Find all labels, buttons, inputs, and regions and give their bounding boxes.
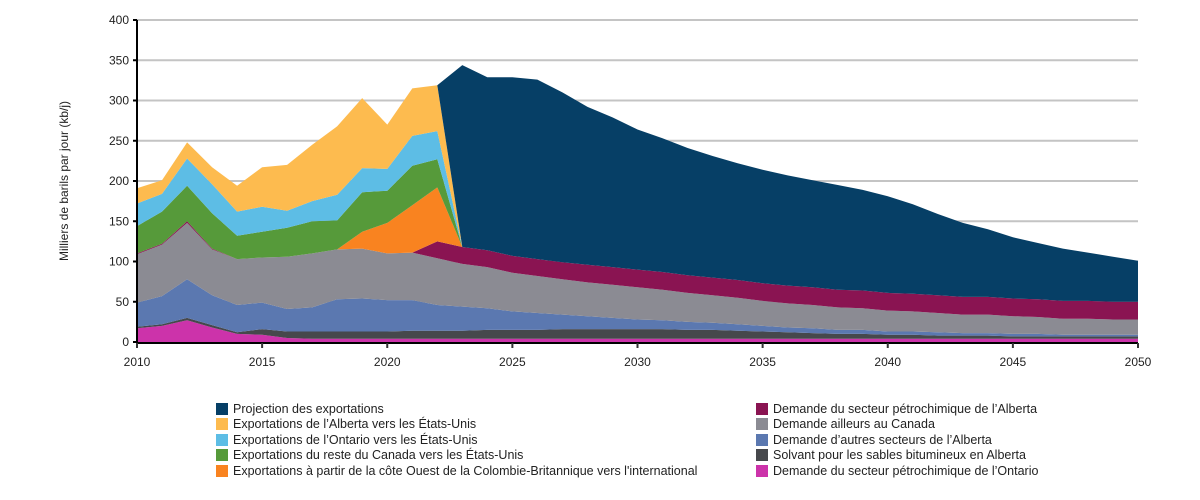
area-projection-des-exportations (137, 65, 1138, 302)
y-tick-label: 200 (109, 174, 129, 188)
legend-item: Exportations de l’Alberta vers les États… (216, 417, 697, 433)
legend-swatch (216, 418, 228, 431)
legend-column-1: Projection des exportations Exportations … (216, 401, 697, 479)
legend-item: Demande d’autres secteurs de l’Alberta (756, 432, 1038, 448)
legend-item: Exportations à partir de la côte Ouest d… (216, 463, 697, 479)
area-layers (137, 65, 1138, 342)
legend-label: Demande du secteur pétrochimique de l’Al… (773, 401, 1038, 416)
legend-item: Solvant pour les sables bitumineux en Al… (756, 448, 1038, 464)
stacked-area-chart: 0 50 100 150 200 250 300 350 400 2010 2015 2020 202… (57, 13, 1152, 369)
legend-swatch (756, 464, 768, 477)
legend-label: Solvant pour les sables bitumineux en Al… (773, 448, 1026, 463)
legend-item: Exportations du reste du Canada vers les… (216, 448, 697, 464)
y-tick-label: 350 (109, 53, 129, 67)
legend-swatch (216, 449, 228, 462)
area-demande-ailleurs-au-canada (137, 222, 1138, 335)
y-axis-title: Milliers de barils par jour (kb/j) (57, 101, 71, 261)
x-tick-label: 2015 (249, 355, 276, 369)
area-demande-d-autres-secteurs-de-l-alberta (137, 279, 1138, 337)
axes (133, 19, 1139, 348)
area-exportations-de-l-ontario-vers-les-etats-unis (137, 131, 1138, 302)
legend-label: Exportations de l’Alberta vers les États… (233, 417, 477, 432)
legend-label: Exportations de l’Ontario vers les États… (233, 432, 478, 447)
x-tick-label: 2035 (749, 355, 776, 369)
legend-swatch (216, 464, 228, 477)
x-tick-label: 2045 (1000, 355, 1027, 369)
area-exportations-du-reste-du-canada-vers-les-etats-unis (137, 159, 1138, 302)
legend-swatch (216, 433, 228, 446)
y-tick-label: 250 (109, 134, 129, 148)
legend-item: Demande du secteur pétrochimique de l’Al… (756, 401, 1038, 417)
legend-swatch (756, 402, 768, 415)
legend-label: Demande du secteur pétrochimique de l’On… (773, 463, 1039, 478)
area-demande-du-secteur-petrochimique-de-l-alberta (137, 221, 1138, 320)
area-solvant-pour-les-sables-bitumineux-en-alberta (137, 317, 1138, 339)
legend-item: Demande ailleurs au Canada (756, 417, 1038, 433)
legend-label: Exportations du reste du Canada vers les… (233, 448, 524, 463)
legend-item: Demande du secteur pétrochimique de l’On… (756, 463, 1038, 479)
x-tick-label: 2010 (124, 355, 151, 369)
y-tick-label: 150 (109, 214, 129, 228)
x-tick-label: 2030 (624, 355, 651, 369)
y-tick-label: 300 (109, 94, 129, 108)
x-tick-label: 2025 (499, 355, 526, 369)
y-tick-labels: 0 50 100 150 200 250 300 350 400 (109, 13, 129, 349)
area-demande-du-secteur-petrochimique-de-l-ontario (137, 320, 1138, 342)
x-tick-label: 2040 (874, 355, 901, 369)
legend-swatch (756, 449, 768, 462)
legend-item: Exportations de l’Ontario vers les États… (216, 432, 697, 448)
legend-label: Exportations à partir de la côte Ouest d… (233, 463, 698, 478)
legend-item: Projection des exportations (216, 401, 697, 417)
x-tick-label: 2050 (1125, 355, 1152, 369)
x-tick-labels: 2010 2015 2020 2025 2030 2035 2040 2045 2050 (124, 355, 1152, 369)
legend-swatch (756, 418, 768, 431)
legend-swatch (756, 433, 768, 446)
legend-label: Projection des exportations (233, 401, 384, 416)
y-tick-label: 50 (116, 295, 130, 309)
y-tick-label: 100 (109, 255, 129, 269)
y-tick-label: 400 (109, 13, 129, 27)
area-exportations-de-l-alberta-vers-les-etats-unis (137, 85, 1138, 302)
y-tick-label: 0 (122, 335, 129, 349)
legend-label: Demande d’autres secteurs de l’Alberta (773, 432, 992, 447)
legend-label: Demande ailleurs au Canada (773, 417, 935, 432)
legend-column-2: Demande du secteur pétrochimique de l’Al… (756, 401, 1038, 479)
legend-swatch (216, 402, 228, 415)
x-tick-label: 2020 (374, 355, 401, 369)
